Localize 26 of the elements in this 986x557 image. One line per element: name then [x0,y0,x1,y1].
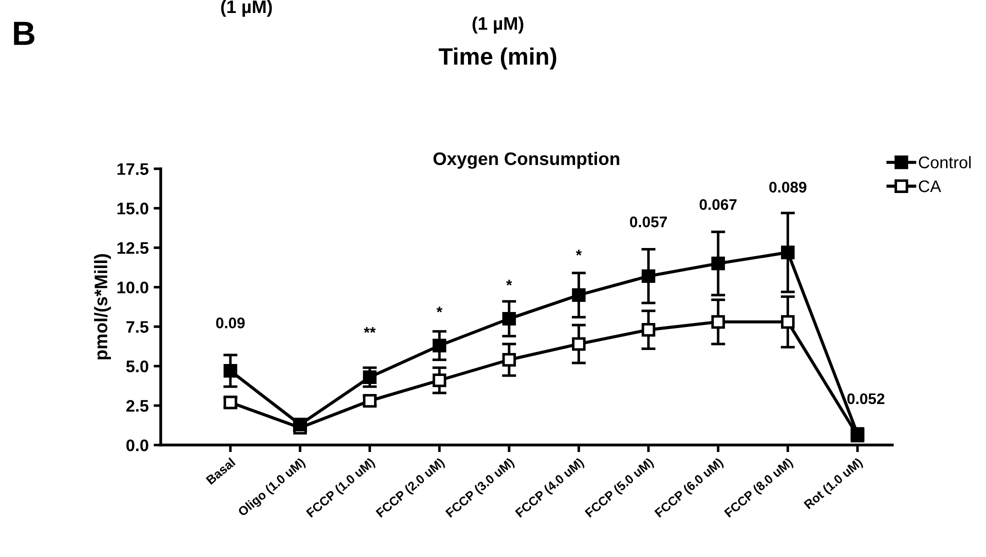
y-tick-label: 2.5 [126,400,148,412]
x-tick-label: Rot (1.0 uM) [803,457,865,512]
annotation: * [576,250,582,256]
y-tick-label: 0.0 [126,439,148,452]
annotation: 0.09 [216,318,245,328]
y-tick-label: 12.5 [118,242,148,254]
y-tick-label: 10.0 [118,282,148,294]
annotation: 0.067 [700,199,737,210]
text: B [14,22,34,45]
text: Time (min) [438,47,556,70]
y-tick-label: 5.0 [126,360,148,372]
legend-label: Control [918,156,971,168]
y-tick-label: 7.5 [126,321,148,333]
annotation: * [436,306,442,312]
y-tick-label: 15.0 [118,202,148,214]
text: (1 µM) [221,0,272,17]
y-axis-title: pmol/(s*Mill) [94,254,111,360]
annotation: 0.089 [769,182,806,193]
annotation: ** [364,327,376,333]
chart-title: Oxygen Consumption [433,152,620,169]
text: (1 µM) [472,16,524,34]
annotation: 0.057 [630,216,667,228]
annotation: * [506,280,512,286]
annotation: 0.052 [847,393,884,404]
y-tick-label: 17.5 [118,163,148,175]
legend-label: CA [918,180,942,192]
